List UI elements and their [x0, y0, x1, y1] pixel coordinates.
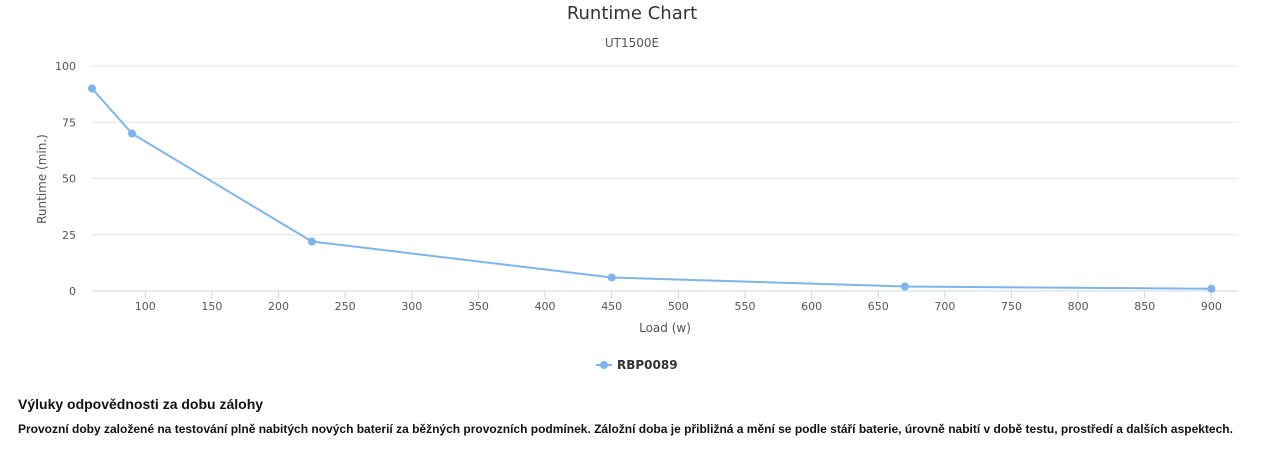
x-tick-label: 400 — [535, 300, 556, 313]
data-point[interactable] — [1207, 284, 1216, 293]
x-tick-label: 700 — [934, 300, 955, 313]
x-tick-label: 500 — [668, 300, 689, 313]
disclaimer-section: Výluky odpovědnosti za dobu zálohy Provo… — [18, 396, 1253, 436]
x-tick-label: 900 — [1201, 300, 1222, 313]
x-tick-label: 300 — [401, 300, 422, 313]
y-tick-label: 25 — [62, 229, 76, 242]
data-point[interactable] — [900, 282, 909, 291]
x-tick-label: 150 — [201, 300, 222, 313]
y-tick-label: 50 — [62, 173, 76, 186]
runtime-chart: Runtime Chart UT1500E 0 25 50 75 100 100 150 20… — [35, 3, 1238, 372]
series-layer — [88, 84, 1216, 293]
chart-title: Runtime Chart — [567, 3, 697, 24]
x-tick-label: 250 — [335, 300, 356, 313]
y-tick-label: 75 — [62, 116, 76, 129]
y-axis-title: Runtime (min.) — [35, 134, 49, 224]
disclaimer-title: Výluky odpovědnosti za dobu zálohy — [18, 396, 264, 412]
x-tick-label: 100 — [135, 300, 156, 313]
x-tick-label: 350 — [468, 300, 489, 313]
x-tick-label: 200 — [268, 300, 289, 313]
axes: 0 25 50 75 100 100 150 200 250 300 350 400 450 500 550… — [55, 60, 1222, 313]
x-tick-label: 550 — [734, 300, 755, 313]
x-tick-label: 800 — [1068, 300, 1089, 313]
legend-label-rbp0089[interactable]: RBP0089 — [617, 358, 678, 372]
data-point[interactable] — [127, 129, 136, 138]
legend[interactable]: RBP0089 — [596, 358, 678, 372]
x-tick-label: 750 — [1001, 300, 1022, 313]
chart-subtitle: UT1500E — [605, 36, 659, 50]
x-tick-label: 850 — [1134, 300, 1155, 313]
grid-lines — [92, 65, 1238, 292]
series-line-0 — [91, 87, 1213, 290]
x-tick-label: 600 — [801, 300, 822, 313]
x-axis-title: Load (w) — [639, 321, 691, 335]
data-point[interactable] — [607, 273, 616, 282]
x-tick-label: 450 — [601, 300, 622, 313]
data-point[interactable] — [307, 237, 316, 246]
chart-svg: Runtime Chart UT1500E 0 25 50 75 100 100 150 20… — [35, 3, 1238, 372]
data-point[interactable] — [88, 84, 96, 93]
y-tick-label: 0 — [69, 285, 76, 298]
disclaimer-text: Provozní doby založené na testování plně… — [18, 422, 1233, 436]
x-tick-label: 650 — [868, 300, 889, 313]
y-tick-label: 100 — [55, 60, 76, 73]
legend-marker — [600, 361, 608, 369]
